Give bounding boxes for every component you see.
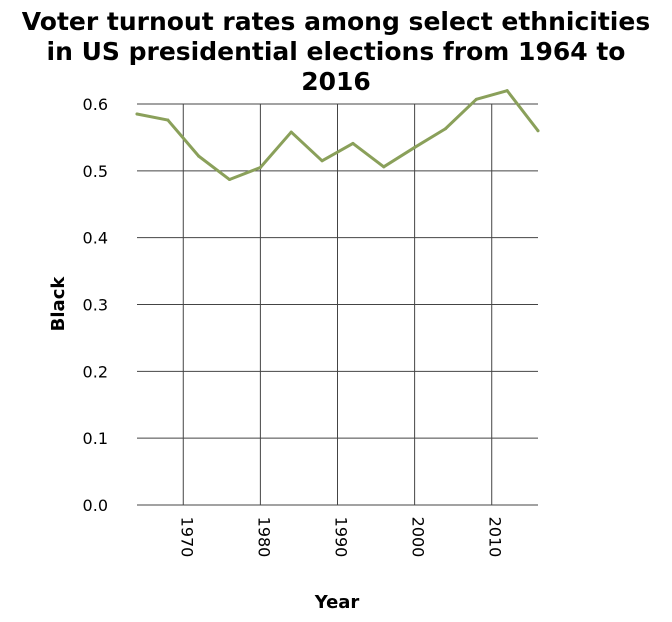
series-layer — [135, 89, 540, 182]
x-tick-label: 1970 — [177, 517, 196, 558]
x-tick-label: 1990 — [332, 517, 351, 558]
data-point — [505, 89, 509, 93]
x-tick-label: 2010 — [486, 517, 505, 558]
data-point — [289, 130, 293, 134]
y-tick-label: 0.6 — [83, 95, 108, 114]
x-axis-ticks: 1970 1980 1990 2000 2010 — [177, 517, 504, 558]
data-point — [197, 154, 201, 158]
y-tick-label: 0.5 — [83, 162, 108, 181]
data-point — [258, 165, 262, 169]
data-point — [474, 97, 478, 101]
y-tick-label: 0.2 — [83, 362, 108, 381]
data-point — [382, 165, 386, 169]
chart-title-line-3: 2016 — [301, 67, 371, 96]
x-axis-label: Year — [314, 592, 360, 613]
data-point — [351, 141, 355, 145]
chart-title: Voter turnout rates among select ethnici… — [22, 7, 650, 96]
data-point — [443, 127, 447, 131]
data-point — [166, 118, 170, 122]
chart-title-line-2: in US presidential elections from 1964 t… — [47, 37, 626, 66]
data-point — [228, 178, 232, 182]
data-point — [320, 159, 324, 163]
series-line — [135, 89, 540, 182]
y-axis-label: Black — [48, 276, 69, 332]
y-axis-ticks: 0.0 0.1 0.2 0.3 0.4 0.5 0.6 — [83, 95, 108, 515]
grid — [137, 103, 538, 506]
y-tick-label: 0.1 — [83, 429, 108, 448]
data-point — [413, 145, 417, 149]
y-tick-label: 0.3 — [83, 296, 108, 315]
x-tick-label: 1980 — [254, 517, 273, 558]
chart-title-line-1: Voter turnout rates among select ethnici… — [22, 7, 650, 36]
y-tick-label: 0.0 — [83, 496, 108, 515]
data-point — [135, 112, 139, 116]
x-tick-label: 2000 — [409, 517, 428, 558]
y-tick-label: 0.4 — [83, 229, 108, 248]
data-point — [536, 129, 540, 133]
